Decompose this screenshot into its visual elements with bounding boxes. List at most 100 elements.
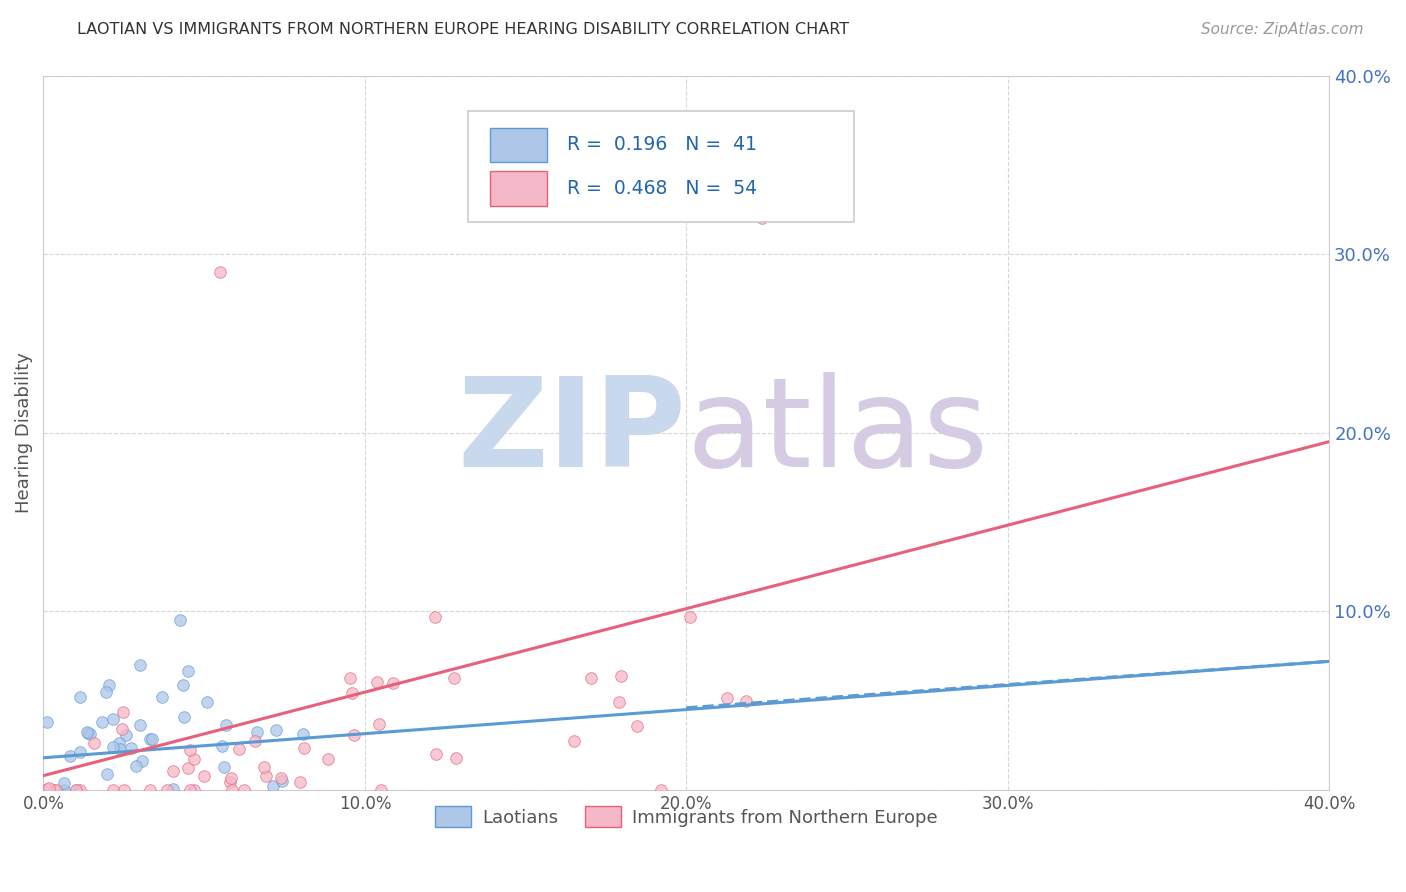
- Point: [254, 769, 277, 783]
- Point: [292, 740, 315, 755]
- Point: [366, 675, 388, 690]
- Point: [270, 773, 292, 788]
- FancyBboxPatch shape: [489, 128, 547, 162]
- Point: [425, 747, 447, 761]
- Point: [120, 740, 142, 755]
- Point: [35, 715, 58, 730]
- Point: [79, 727, 101, 741]
- Point: [91, 715, 114, 730]
- Point: [162, 764, 184, 778]
- Point: [141, 732, 163, 747]
- Point: [42, 783, 65, 797]
- Text: Source: ZipAtlas.com: Source: ZipAtlas.com: [1201, 22, 1364, 37]
- Point: [162, 781, 184, 796]
- Point: [169, 613, 191, 627]
- Point: [340, 686, 363, 700]
- Point: [233, 783, 256, 797]
- Point: [150, 690, 173, 704]
- Point: [212, 760, 235, 774]
- Point: [172, 678, 194, 692]
- Point: [751, 211, 773, 226]
- Point: [110, 742, 132, 756]
- Point: [45, 783, 67, 797]
- Point: [716, 690, 738, 705]
- Point: [38, 781, 60, 796]
- Point: [215, 718, 238, 732]
- Point: [76, 724, 98, 739]
- Point: [52, 783, 75, 797]
- Point: [128, 657, 150, 672]
- Point: [83, 736, 105, 750]
- Point: [650, 783, 672, 797]
- Point: [270, 771, 292, 785]
- Point: [69, 783, 91, 797]
- Point: [183, 752, 205, 766]
- Point: [139, 732, 162, 747]
- Point: [221, 783, 243, 797]
- Point: [179, 783, 201, 797]
- Text: LAOTIAN VS IMMIGRANTS FROM NORTHERN EUROPE HEARING DISABILITY CORRELATION CHART: LAOTIAN VS IMMIGRANTS FROM NORTHERN EURO…: [77, 22, 849, 37]
- Point: [131, 754, 153, 768]
- Point: [101, 783, 124, 797]
- Point: [339, 671, 361, 685]
- Text: ZIP: ZIP: [457, 372, 686, 493]
- Point: [179, 743, 201, 757]
- Point: [59, 748, 82, 763]
- Point: [69, 690, 91, 704]
- Point: [444, 751, 467, 765]
- Point: [65, 783, 87, 797]
- Point: [253, 760, 276, 774]
- Point: [579, 671, 602, 685]
- Point: [610, 669, 633, 683]
- Point: [101, 739, 124, 754]
- Point: [262, 779, 284, 793]
- Legend: Laotians, Immigrants from Northern Europe: Laotians, Immigrants from Northern Europ…: [427, 799, 945, 835]
- Point: [35, 782, 58, 797]
- Point: [129, 718, 152, 732]
- Point: [626, 719, 648, 733]
- Point: [246, 725, 269, 739]
- Point: [111, 723, 134, 737]
- Point: [96, 767, 118, 781]
- Point: [291, 727, 314, 741]
- Point: [370, 783, 392, 797]
- Point: [177, 664, 200, 678]
- Point: [368, 717, 391, 731]
- Point: [77, 726, 100, 740]
- Point: [679, 610, 702, 624]
- Point: [114, 783, 136, 797]
- Point: [125, 759, 148, 773]
- Point: [562, 734, 585, 748]
- Point: [425, 610, 447, 624]
- Point: [139, 783, 162, 797]
- Point: [290, 775, 312, 789]
- Point: [183, 783, 205, 797]
- Text: R =  0.468   N =  54: R = 0.468 N = 54: [567, 179, 756, 198]
- Point: [382, 676, 405, 690]
- Point: [209, 265, 232, 279]
- Point: [219, 771, 242, 785]
- Point: [342, 728, 364, 742]
- Point: [69, 745, 91, 759]
- Point: [103, 712, 125, 726]
- FancyBboxPatch shape: [468, 112, 853, 222]
- Point: [108, 736, 131, 750]
- Point: [173, 710, 195, 724]
- Y-axis label: Hearing Disability: Hearing Disability: [15, 352, 32, 513]
- Point: [245, 734, 267, 748]
- Point: [228, 742, 250, 756]
- Point: [211, 739, 233, 754]
- Point: [264, 723, 287, 737]
- Text: R =  0.196   N =  41: R = 0.196 N = 41: [567, 136, 756, 154]
- Point: [443, 671, 465, 685]
- Point: [197, 695, 219, 709]
- Point: [193, 769, 215, 783]
- Point: [97, 678, 120, 692]
- Point: [115, 728, 138, 742]
- Text: atlas: atlas: [686, 372, 988, 493]
- Point: [316, 752, 339, 766]
- Point: [156, 783, 179, 797]
- Point: [734, 694, 756, 708]
- FancyBboxPatch shape: [489, 171, 547, 205]
- Point: [96, 685, 118, 699]
